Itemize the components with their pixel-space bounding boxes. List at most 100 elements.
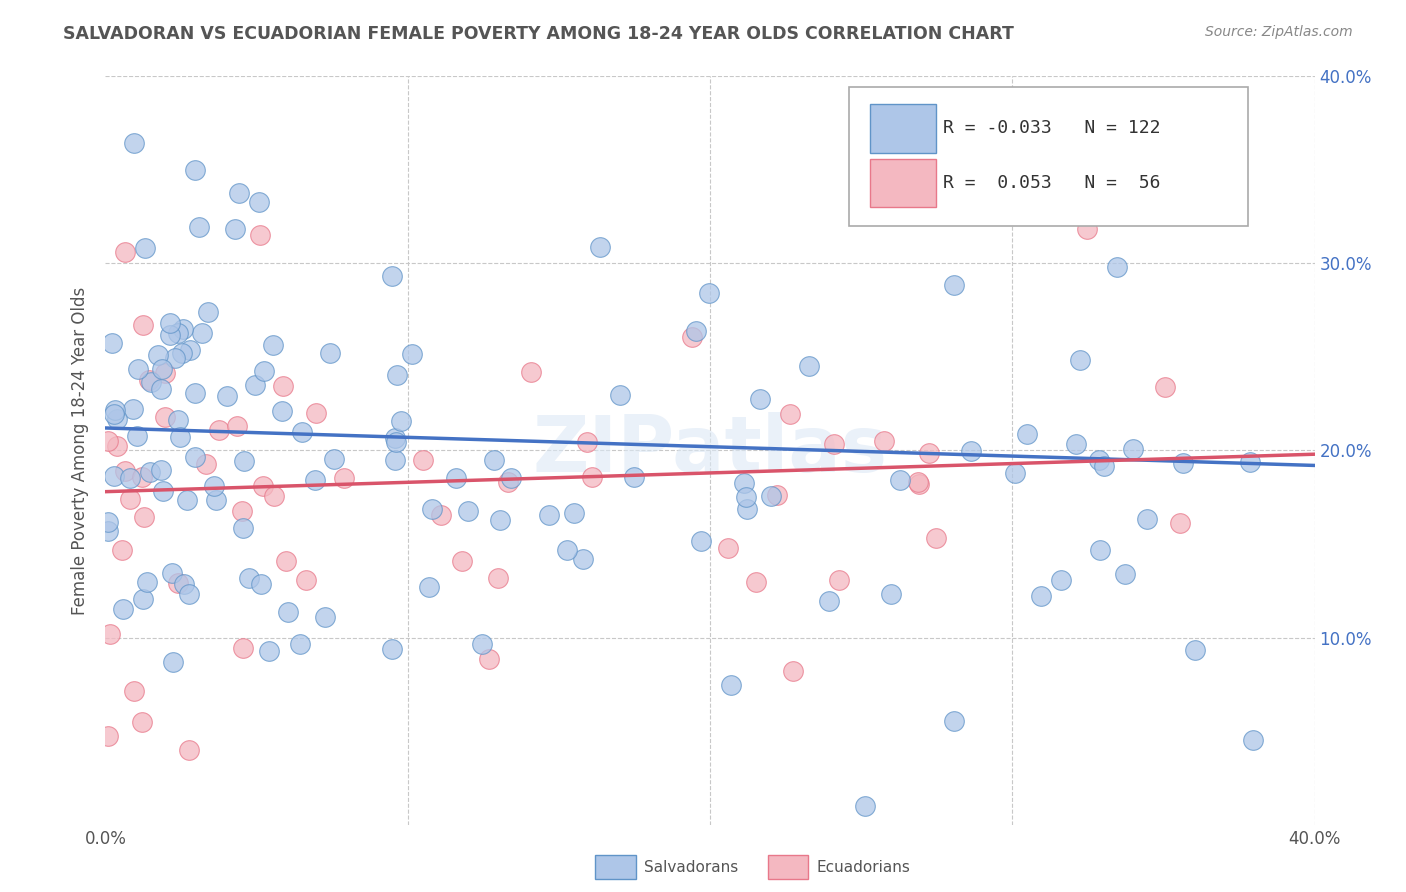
Point <box>942 278 965 293</box>
Point <box>779 407 801 421</box>
Point <box>889 474 911 488</box>
Point <box>538 508 561 522</box>
Point <box>959 444 981 458</box>
Point <box>1069 353 1091 368</box>
Point <box>173 577 195 591</box>
Point <box>1050 574 1073 588</box>
Point <box>623 469 645 483</box>
Point <box>101 335 124 350</box>
Point <box>853 799 876 814</box>
Point <box>697 285 720 300</box>
Point <box>262 338 284 352</box>
FancyBboxPatch shape <box>870 104 936 153</box>
Point <box>165 351 187 365</box>
Point <box>418 580 440 594</box>
Point <box>97 524 120 538</box>
Point <box>1122 442 1144 456</box>
Point <box>1066 437 1088 451</box>
Point <box>188 220 211 235</box>
Point <box>749 392 772 407</box>
Point <box>131 714 153 729</box>
Point <box>273 379 295 393</box>
Point <box>184 386 207 401</box>
Point <box>250 577 273 591</box>
Point <box>271 404 294 418</box>
Point <box>122 402 145 417</box>
Point <box>482 453 505 467</box>
Point <box>690 534 713 549</box>
Point <box>1105 260 1128 275</box>
Point <box>97 516 120 530</box>
Point <box>291 425 314 439</box>
Point <box>177 743 200 757</box>
Point <box>127 429 149 443</box>
Point <box>496 475 519 490</box>
Point <box>135 575 157 590</box>
Point <box>159 316 181 330</box>
Point <box>224 222 246 236</box>
Point <box>263 489 285 503</box>
Point <box>111 542 134 557</box>
Point <box>231 504 253 518</box>
Text: Source: ZipAtlas.com: Source: ZipAtlas.com <box>1205 25 1353 39</box>
Point <box>880 587 903 601</box>
Point <box>103 468 125 483</box>
Point <box>1088 543 1111 558</box>
Point <box>232 521 254 535</box>
Point <box>179 343 201 357</box>
Point <box>420 502 443 516</box>
Point <box>122 684 145 698</box>
Point <box>471 637 494 651</box>
Point <box>104 402 127 417</box>
Point <box>139 466 162 480</box>
Point <box>225 419 247 434</box>
Point <box>412 452 434 467</box>
Point <box>139 375 162 389</box>
Point <box>127 362 149 376</box>
Point <box>1239 455 1261 469</box>
Point <box>917 446 939 460</box>
Point <box>908 477 931 491</box>
Point <box>314 610 336 624</box>
Point <box>132 509 155 524</box>
Point <box>385 434 408 449</box>
Point <box>581 470 603 484</box>
Point <box>169 430 191 444</box>
Point <box>202 479 225 493</box>
Point <box>205 493 228 508</box>
Point <box>111 602 134 616</box>
Point <box>907 475 929 489</box>
Text: ZIPatlas: ZIPatlas <box>533 412 887 489</box>
Point <box>735 490 758 504</box>
Point <box>197 305 219 319</box>
Point <box>118 471 141 485</box>
Point <box>103 407 125 421</box>
Point <box>249 227 271 242</box>
Point <box>190 326 212 341</box>
Point <box>478 652 501 666</box>
Point <box>733 476 755 491</box>
Point <box>97 729 120 743</box>
Point <box>170 345 193 359</box>
Point <box>172 321 194 335</box>
Point <box>253 364 276 378</box>
Point <box>322 451 344 466</box>
Point <box>520 365 543 379</box>
Point <box>159 328 181 343</box>
Point <box>1168 516 1191 530</box>
Point <box>295 574 318 588</box>
Point <box>288 637 311 651</box>
Point <box>1136 512 1159 526</box>
Point <box>208 423 231 437</box>
Point <box>217 389 239 403</box>
Point <box>873 434 896 448</box>
Point <box>446 471 468 485</box>
Point <box>429 508 451 523</box>
Point <box>720 677 742 691</box>
Point <box>765 488 787 502</box>
Point <box>827 573 849 587</box>
Point <box>176 492 198 507</box>
Point <box>274 554 297 568</box>
Point <box>277 606 299 620</box>
Point <box>138 373 160 387</box>
